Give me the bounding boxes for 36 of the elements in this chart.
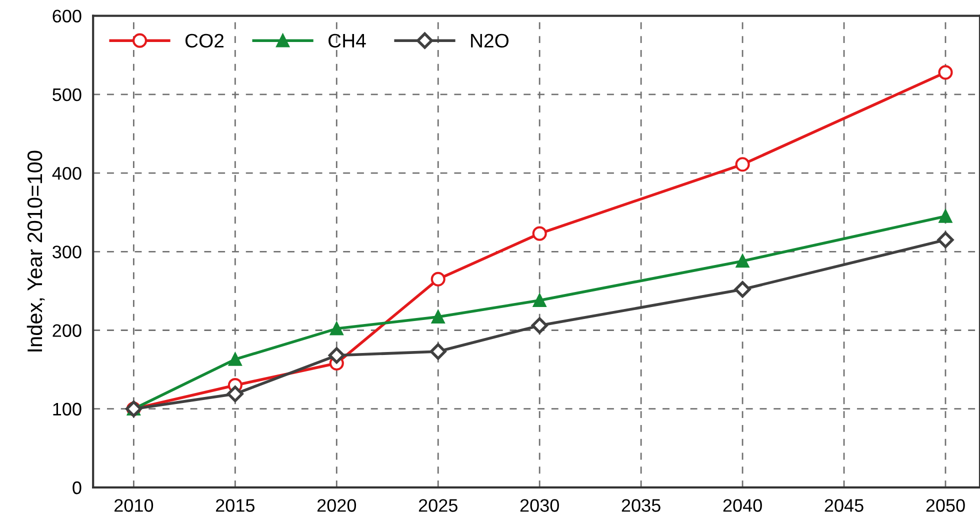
point (432, 310, 445, 324)
x-tick-label: 2050 (926, 499, 965, 512)
x-tick-label: 2010 (114, 499, 154, 512)
y-tick-label: 100 (53, 402, 82, 416)
x-tick-label: 2020 (317, 499, 356, 512)
legend-label: CO2 (185, 34, 224, 48)
y-tick-label: 400 (52, 166, 82, 180)
point (430, 272, 446, 286)
x-tick-label: 2040 (723, 499, 762, 512)
y-tick-label: 300 (52, 246, 82, 258)
y-tick-label: 200 (52, 324, 82, 337)
x-tick-label: 2015 (216, 499, 254, 512)
point (937, 232, 954, 248)
point (532, 226, 547, 241)
y-axis-title: Index, Year 2010=100 (26, 150, 45, 352)
point (938, 210, 952, 223)
point (330, 322, 344, 336)
point (736, 254, 750, 268)
point (430, 343, 446, 360)
y-tick-label: 500 (52, 88, 82, 102)
x-tick-label: 2025 (418, 499, 458, 512)
point (226, 386, 244, 402)
point (734, 281, 751, 298)
point (532, 294, 546, 307)
legend-label: N2O (471, 34, 509, 48)
point (531, 317, 548, 334)
point (938, 65, 953, 80)
point (735, 157, 750, 172)
legend-label: CH4 (328, 34, 366, 48)
y-tick-label: 0 (72, 481, 82, 494)
y-tick-label: 600 (52, 10, 82, 23)
point (228, 352, 242, 366)
x-tick-label: 2030 (520, 499, 559, 512)
point (328, 347, 345, 364)
x-tick-label: 2045 (824, 499, 864, 512)
x-tick-label: 2035 (622, 499, 660, 512)
